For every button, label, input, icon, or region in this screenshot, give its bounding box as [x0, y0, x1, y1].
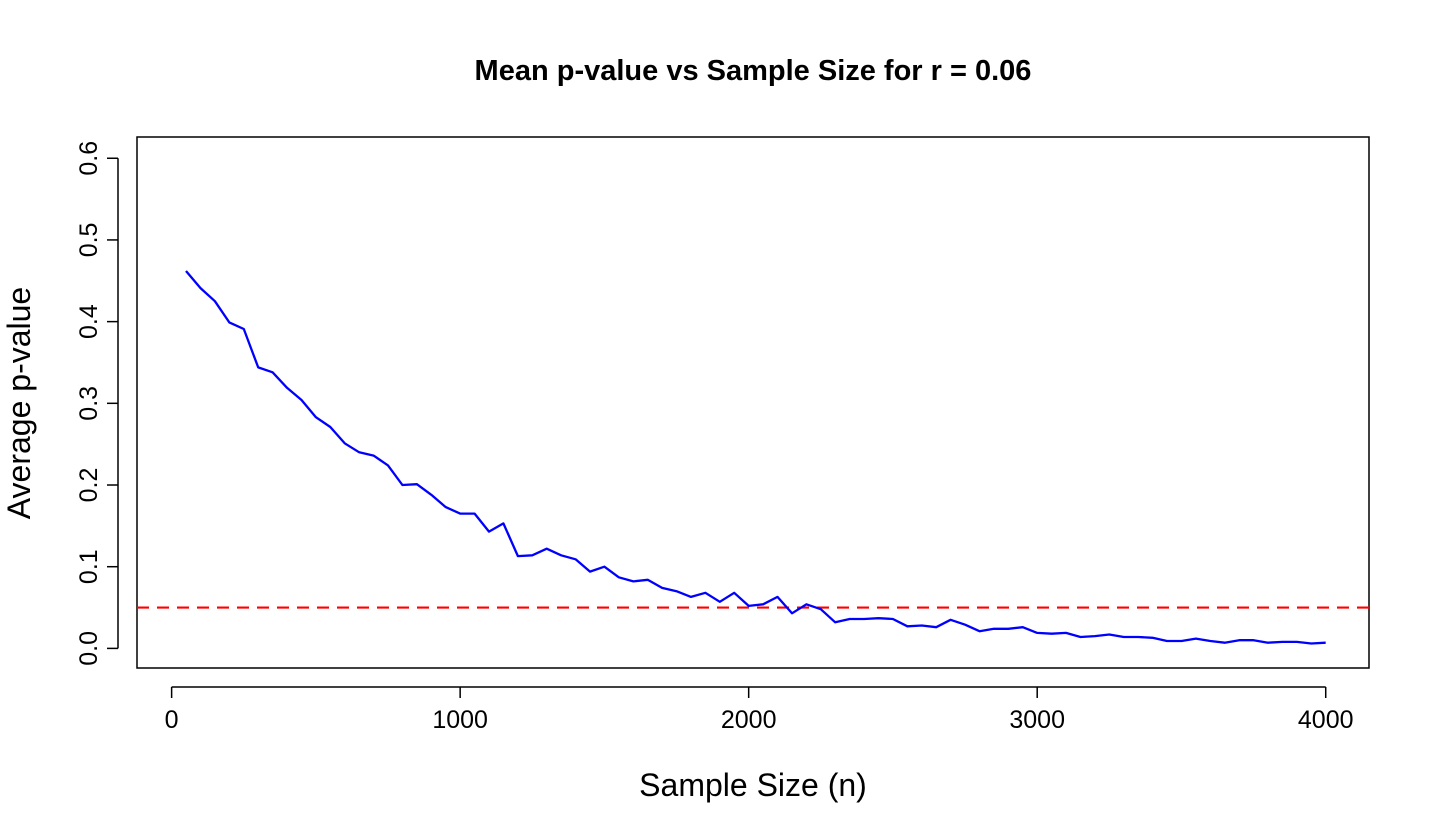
y-tick-label: 0.5 [75, 223, 103, 258]
chart-title: Mean p-value vs Sample Size for r = 0.06 [475, 55, 1032, 87]
x-tick-label: 2000 [721, 706, 777, 734]
x-axis: 0 1000 2000 3000 4000 [165, 686, 1354, 734]
series-line [185, 270, 1326, 645]
x-tick-label: 4000 [1298, 706, 1354, 734]
x-tick-label: 0 [165, 706, 179, 734]
y-tick-label: 0.6 [75, 141, 103, 176]
y-axis-label: Average p-value [1, 287, 37, 519]
y-tick-label: 0.0 [75, 631, 103, 666]
x-tick-label: 3000 [1009, 706, 1065, 734]
y-tick-label: 0.3 [75, 386, 103, 421]
y-axis: 0.0 0.1 0.2 0.3 0.4 0.5 0.6 [75, 141, 119, 666]
x-axis-label: Sample Size (n) [639, 767, 867, 803]
y-tick-label: 0.4 [75, 304, 103, 339]
x-tick-label: 1000 [432, 706, 488, 734]
series-group [185, 270, 1326, 645]
y-tick-label: 0.2 [75, 468, 103, 503]
y-tick-label: 0.1 [75, 549, 103, 584]
plot-frame [136, 136, 1370, 669]
